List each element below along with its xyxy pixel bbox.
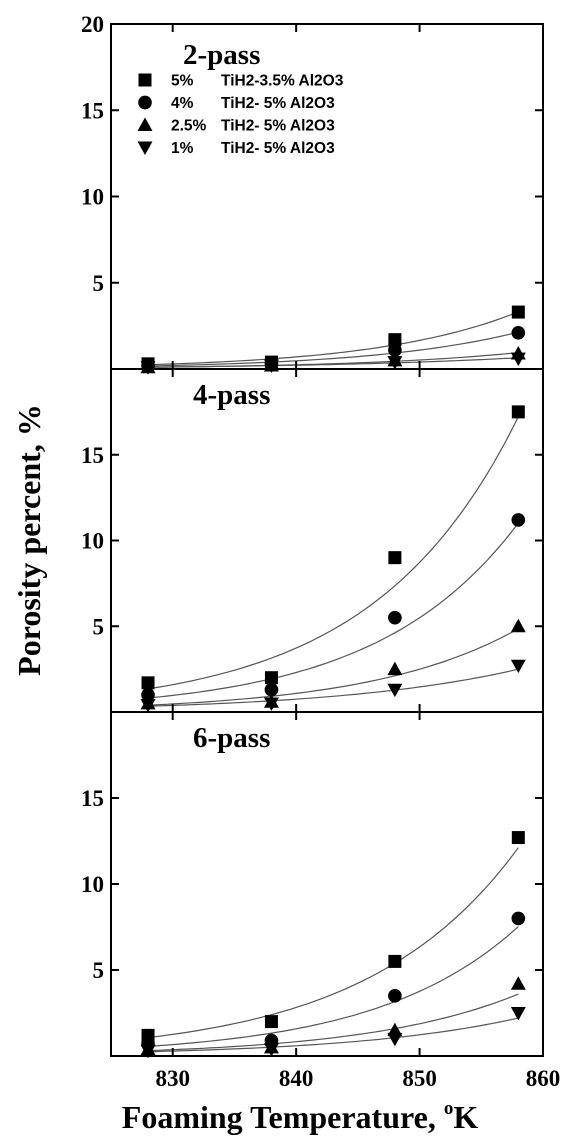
y-tick-label: 20	[81, 12, 104, 37]
fit-curve-triangle-down	[147, 1017, 519, 1053]
legend-pct: 5%	[171, 73, 194, 90]
marker-square	[511, 305, 525, 319]
legend: 5% TiH2-3.5% Al2O3 4% TiH2- 5% Al2O3 2.5% TiH…	[137, 73, 344, 157]
x-axis-title-text: Foaming Temperature,	[122, 1099, 444, 1135]
legend-pct: 4%	[171, 95, 194, 112]
y-tick-label: 15	[81, 786, 104, 811]
marker-square	[388, 551, 402, 565]
fit-curve-square	[147, 311, 519, 366]
marker-square	[511, 405, 525, 419]
marker-circle	[141, 688, 155, 702]
marker-triangle-down	[510, 352, 526, 367]
marker-triangle-up	[387, 661, 403, 676]
x-tick-label: 830	[155, 1066, 190, 1091]
x-tick-label: 860	[526, 1066, 561, 1091]
panel-title-4-pass: 4-pass	[193, 379, 270, 411]
y-tick-label: 5	[93, 271, 105, 296]
x-tick-label: 840	[279, 1066, 314, 1091]
legend-pct: 1%	[171, 140, 194, 157]
legend-marker-triangle-down	[137, 141, 153, 155]
marker-circle	[264, 682, 279, 697]
marker-triangle-down	[140, 1044, 156, 1059]
marker-square	[511, 831, 525, 845]
marker-circle	[388, 343, 402, 357]
marker-square	[264, 1015, 278, 1029]
marker-circle	[511, 911, 526, 926]
y-axis-title: Porosity percent, %	[11, 404, 47, 676]
marker-triangle-down	[263, 1043, 279, 1057]
axis-ticks: 5 10 15 20 5 10 15 5 10 15 830 840 850 860	[81, 12, 560, 1091]
fit-curve-triangle-down	[147, 357, 519, 368]
marker-triangle-up	[387, 1022, 403, 1037]
fit-curve-circle	[147, 926, 519, 1047]
panel-title-6-pass: 6-pass	[193, 722, 270, 754]
legend-label: TiH2- 5% Al2O3	[221, 118, 335, 135]
fit-curve-circle	[147, 522, 519, 699]
legend-marker-square	[138, 73, 152, 87]
panel-frames	[110, 23, 544, 1057]
marker-triangle-down	[387, 356, 403, 370]
y-tick-label: 10	[81, 529, 104, 554]
fit-curve-square	[147, 416, 519, 690]
y-tick-label: 10	[81, 872, 104, 897]
y-tick-label: 15	[81, 443, 104, 468]
marker-circle	[388, 988, 402, 1003]
marker-triangle-down	[263, 359, 279, 374]
panel-frame-6-pass	[110, 711, 544, 1057]
legend-label: TiH2- 5% Al2O3	[221, 95, 335, 112]
legend-label: TiH2-3.5% Al2O3	[221, 73, 344, 90]
data-markers	[140, 305, 526, 1059]
y-tick-label: 15	[81, 98, 104, 123]
fit-curve-triangle-down	[147, 668, 519, 707]
marker-square	[388, 954, 402, 968]
marker-triangle-down	[387, 1032, 403, 1047]
marker-triangle-up	[510, 976, 526, 990]
x-tick-label: 850	[402, 1066, 437, 1091]
fit-curves	[147, 311, 519, 1053]
marker-square	[141, 676, 155, 690]
marker-triangle-up	[510, 618, 526, 633]
x-axis-title: Foaming Temperature, oK	[122, 1098, 479, 1135]
panel-frame-4-pass	[110, 368, 544, 713]
x-axis-title-unit: K	[453, 1099, 478, 1135]
legend-pct: 2.5%	[171, 118, 207, 135]
fit-curve-triangle-up	[147, 993, 519, 1052]
y-tick-label: 10	[81, 185, 104, 210]
panel-title-2-pass: 2-pass	[183, 39, 260, 71]
marker-square	[264, 671, 278, 685]
y-tick-label: 5	[93, 958, 105, 983]
legend-marker-circle	[138, 95, 152, 110]
marker-triangle-down	[510, 1007, 526, 1021]
legend-label: TiH2- 5% Al2O3	[221, 140, 335, 157]
marker-circle	[511, 513, 526, 527]
marker-triangle-down	[387, 683, 403, 698]
marker-square	[388, 333, 402, 347]
marker-triangle-down	[263, 697, 279, 711]
panel-titles: 2-pass 4-pass 6-pass	[183, 39, 270, 754]
legend-marker-triangle-up	[137, 117, 153, 131]
marker-circle	[511, 325, 526, 340]
marker-triangle-down	[140, 361, 156, 375]
fit-curve-triangle-up	[147, 628, 519, 706]
marker-triangle-down	[510, 659, 526, 674]
y-tick-label: 5	[93, 614, 105, 639]
x-axis-title-unit-sup: o	[444, 1098, 454, 1119]
fit-curve-circle	[147, 331, 519, 367]
marker-circle	[388, 610, 402, 625]
marker-triangle-down	[140, 699, 156, 713]
fit-curve-square	[147, 847, 519, 1039]
